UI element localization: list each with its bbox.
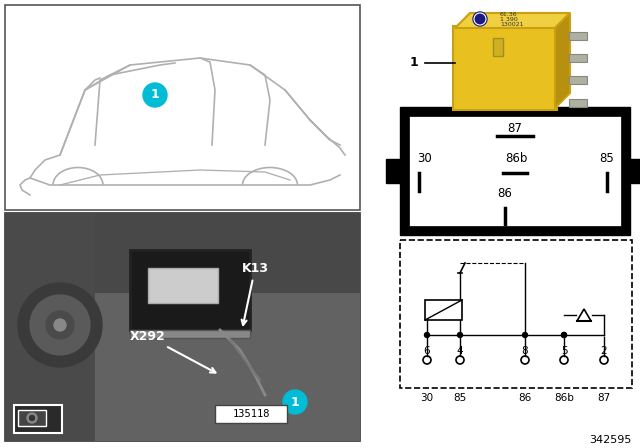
Text: 1: 1 (410, 56, 419, 69)
Bar (386, 159, 400, 183)
Text: X292: X292 (130, 330, 216, 373)
Text: 85: 85 (599, 152, 614, 165)
Circle shape (283, 390, 307, 414)
Circle shape (46, 311, 74, 339)
Bar (5, 213, 360, 293)
Bar (18, 410, 46, 426)
Text: 86b: 86b (505, 152, 527, 165)
Text: 85: 85 (453, 393, 467, 403)
Bar (400, 240, 632, 388)
Circle shape (143, 83, 167, 107)
Text: 86: 86 (497, 187, 512, 200)
Text: 86: 86 (518, 393, 532, 403)
Text: 6: 6 (424, 346, 430, 356)
Text: 1 390: 1 390 (500, 17, 518, 22)
Text: 1: 1 (291, 396, 300, 409)
Circle shape (29, 415, 35, 421)
Text: 4: 4 (457, 346, 463, 356)
Polygon shape (569, 54, 587, 62)
Text: 5: 5 (561, 346, 567, 356)
Circle shape (561, 332, 566, 337)
Circle shape (27, 413, 37, 423)
Circle shape (424, 332, 429, 337)
Circle shape (458, 332, 463, 337)
Bar (130, 330, 250, 338)
Circle shape (30, 295, 90, 355)
Circle shape (18, 283, 102, 367)
Text: 30: 30 (417, 152, 432, 165)
Polygon shape (455, 13, 570, 28)
Text: 135118: 135118 (232, 409, 269, 419)
Bar (5, 5, 360, 210)
FancyBboxPatch shape (453, 26, 557, 110)
Text: 130021: 130021 (500, 22, 524, 27)
Text: 8: 8 (522, 346, 528, 356)
Text: 61.36: 61.36 (500, 12, 518, 17)
Text: 87: 87 (597, 393, 611, 403)
Bar (630, 159, 640, 183)
Bar (215, 405, 287, 423)
Circle shape (54, 319, 66, 331)
Bar (148, 268, 218, 303)
Bar (5, 293, 360, 441)
Text: 342595: 342595 (589, 435, 632, 445)
Bar (409, 116, 621, 226)
Bar (425, 300, 462, 320)
Polygon shape (555, 13, 570, 108)
Bar (14, 405, 62, 433)
Bar (5, 213, 360, 441)
Polygon shape (569, 99, 587, 107)
Polygon shape (569, 32, 587, 40)
Circle shape (522, 332, 527, 337)
Text: 86b: 86b (554, 393, 574, 403)
Bar (493, 38, 503, 56)
Text: K13: K13 (241, 262, 269, 325)
Circle shape (473, 12, 487, 26)
Circle shape (561, 332, 566, 337)
Bar (5, 213, 95, 441)
Text: 2: 2 (601, 346, 607, 356)
Polygon shape (569, 76, 587, 84)
Bar (130, 250, 250, 330)
Text: 30: 30 (420, 393, 433, 403)
Text: 87: 87 (508, 121, 522, 134)
Text: 1: 1 (150, 89, 159, 102)
Bar (400, 107, 630, 235)
